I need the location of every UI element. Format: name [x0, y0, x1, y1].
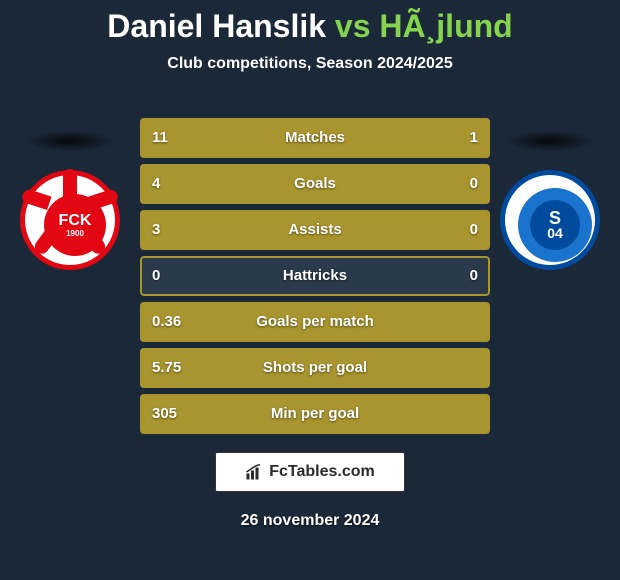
team-badge-left: FCK 1900: [20, 170, 120, 270]
stat-label: Matches: [140, 118, 490, 158]
fck-badge-text: FCK: [59, 213, 92, 229]
source-box: FcTables.com: [215, 452, 405, 492]
stat-value-left: 5.75: [152, 348, 181, 388]
team-badge-right: S 04: [500, 170, 600, 270]
schalke-badge-num: 04: [547, 226, 563, 240]
stat-row: Matches111: [140, 118, 490, 158]
stat-row: Shots per goal5.75: [140, 348, 490, 388]
stat-value-left: 11: [152, 118, 168, 158]
fck-badge-year: 1900: [66, 229, 84, 238]
stat-row: Assists3 0: [140, 210, 490, 250]
chart-icon: [245, 463, 263, 481]
stats-bars: Matches111Goals40Assists30Hattricks00Goa…: [140, 118, 490, 440]
stat-row: Goals per match0.36: [140, 302, 490, 342]
stat-value-right: 1: [470, 118, 478, 158]
stat-label: Goals per match: [140, 302, 490, 342]
stat-label: Assists: [140, 210, 490, 250]
stat-value-right: 0: [470, 164, 478, 204]
subtitle: Club competitions, Season 2024/2025: [0, 55, 620, 73]
stat-value-right: 0: [470, 256, 478, 296]
stat-value-left: 0.36: [152, 302, 181, 342]
stat-value-right: 0: [470, 210, 478, 250]
logo-shadow-right: [505, 130, 595, 152]
comparison-title: Daniel Hanslik vs HÃ¸jlund: [0, 0, 620, 45]
stat-label: Hattricks: [140, 256, 490, 296]
logo-shadow-left: [25, 130, 115, 152]
stat-value-left: 305: [152, 394, 177, 434]
stat-row: Goals4 0: [140, 164, 490, 204]
schalke-badge-text: S: [549, 210, 561, 226]
player2-name: HÃ¸jlund: [379, 8, 512, 44]
stat-row: Hattricks0 0: [140, 256, 490, 296]
stat-label: Goals: [140, 164, 490, 204]
player1-name: Daniel Hanslik: [107, 8, 326, 44]
stat-label: Shots per goal: [140, 348, 490, 388]
stat-value-left: 3: [152, 210, 160, 250]
stat-label: Min per goal: [140, 394, 490, 434]
stat-value-left: 4: [152, 164, 160, 204]
stat-value-left: 0: [152, 256, 160, 296]
source-text: FcTables.com: [269, 463, 375, 481]
fck-badge-outer: FCK 1900: [25, 175, 115, 265]
schalke-badge-outer: S 04: [505, 175, 595, 265]
snapshot-date: 26 november 2024: [0, 512, 620, 530]
stat-row: Min per goal305: [140, 394, 490, 434]
vs-text: vs: [335, 8, 371, 44]
